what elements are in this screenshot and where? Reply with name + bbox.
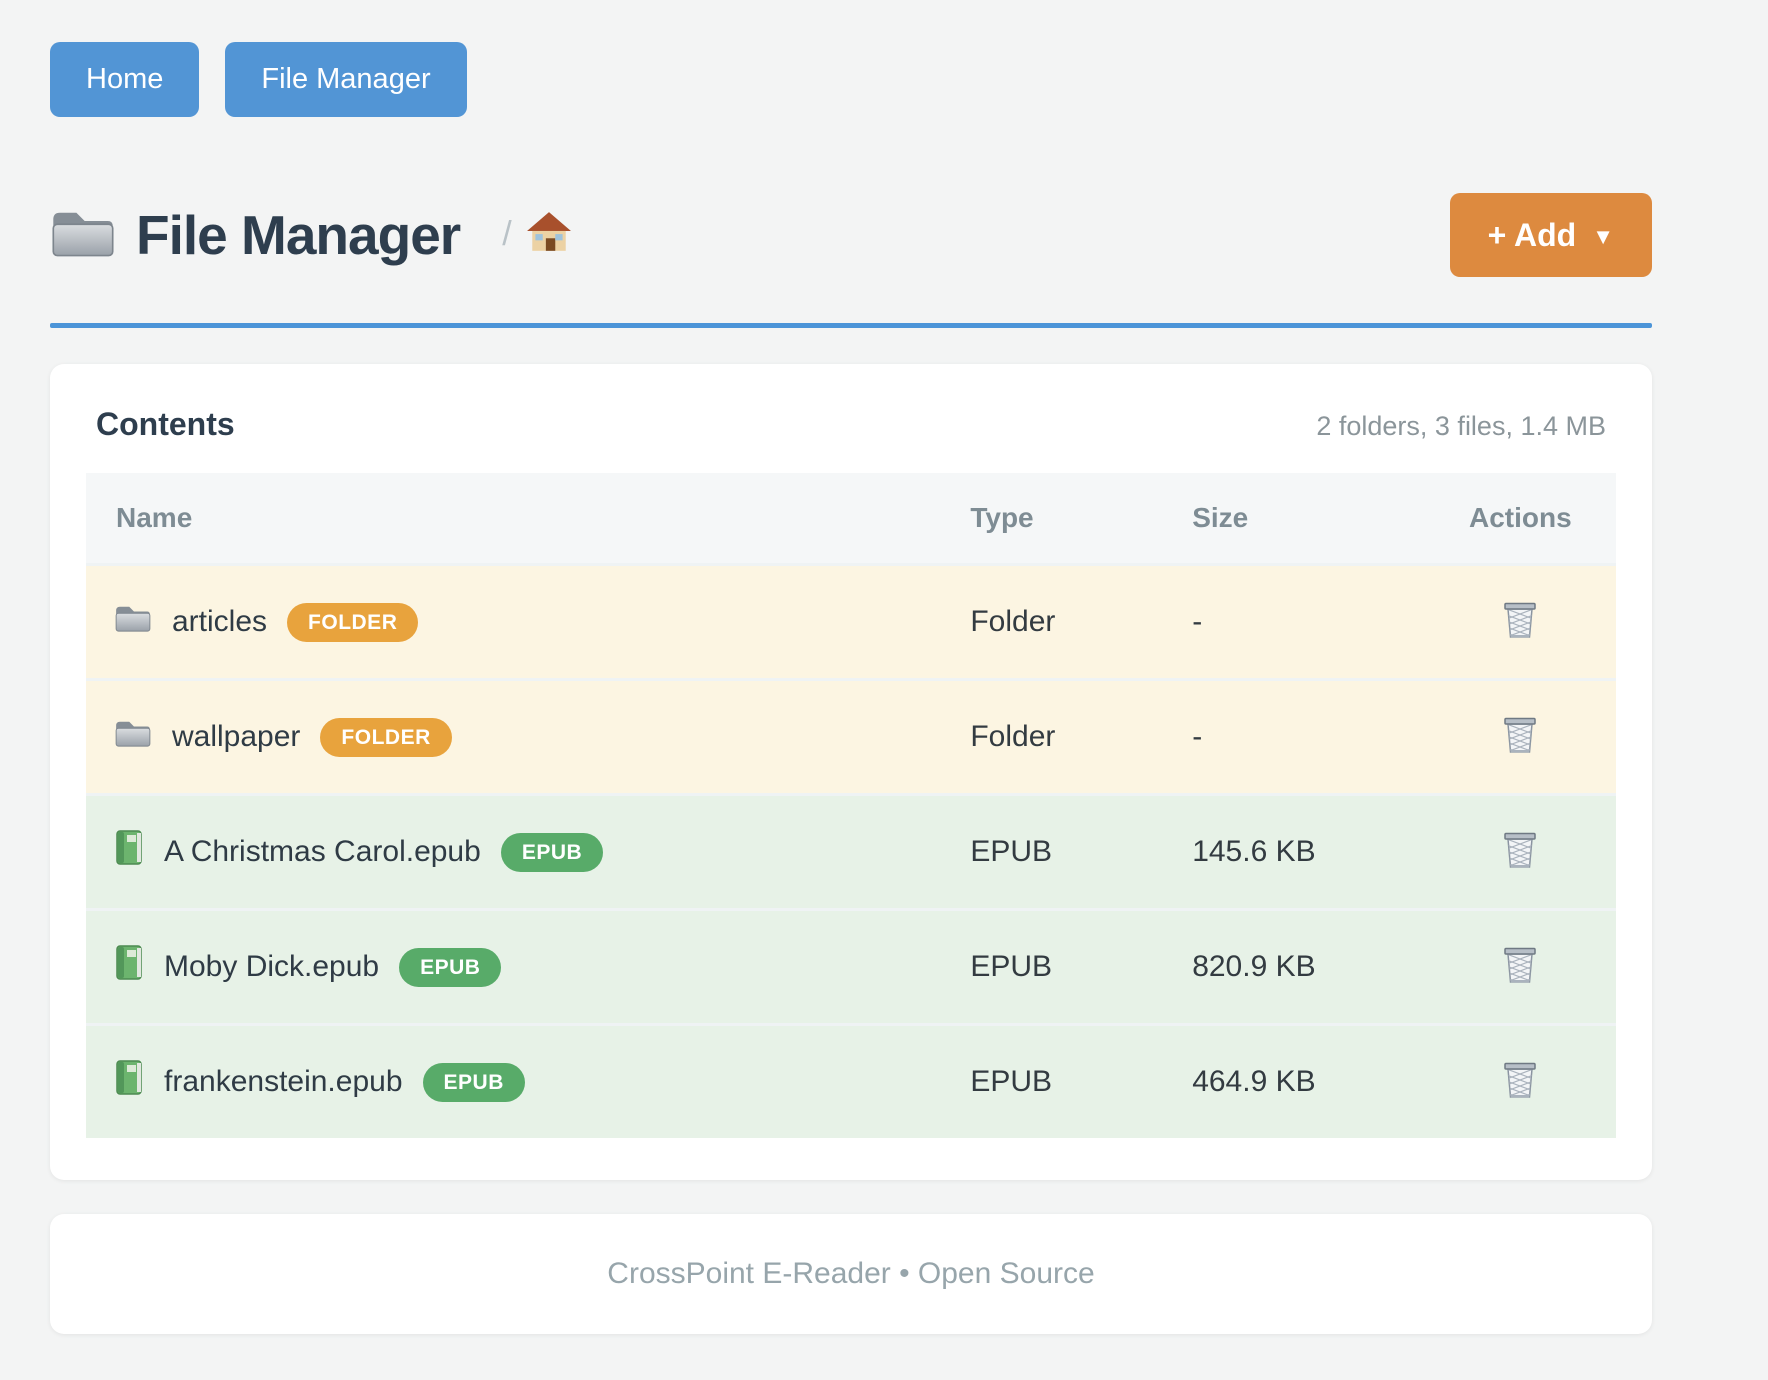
contents-card-header: Contents 2 folders, 3 files, 1.4 MB [96,406,1606,443]
breadcrumb-separator: / [502,214,512,253]
delete-button[interactable] [1498,941,1542,992]
trash-icon [1502,858,1538,873]
table-header-row: Name Type Size Actions [86,473,1616,565]
folder-icon [114,718,152,756]
add-button-label: + Add [1487,216,1577,253]
file-name[interactable]: articles [172,605,268,638]
file-type: EPUB [970,1065,1053,1098]
contents-card: Contents 2 folders, 3 files, 1.4 MB Name… [50,364,1652,1180]
delete-button[interactable] [1498,596,1542,647]
folder-icon [114,603,152,641]
contents-title: Contents [96,406,235,442]
contents-summary: 2 folders, 3 files, 1.4 MB [1316,411,1606,441]
book-icon [114,945,144,989]
table-row: frankenstein.epub EPUB EPUB 464.9 KB [86,1024,1616,1138]
footer: CrossPoint E-Reader • Open Source [50,1214,1652,1334]
header-divider [50,323,1652,328]
page: Home File Manager File Manager / + Add ▼… [50,42,1652,1334]
file-name[interactable]: Moby Dick.epub [164,950,380,983]
add-button[interactable]: + Add ▼ [1449,193,1652,277]
folder-icon [50,206,116,264]
file-type: EPUB [970,835,1053,868]
file-size: - [1192,605,1203,638]
type-badge: EPUB [500,832,604,872]
file-name[interactable]: A Christmas Carol.epub [164,835,481,868]
file-size: 820.9 KB [1192,950,1316,983]
file-name[interactable]: wallpaper [172,720,301,753]
delete-button[interactable] [1498,826,1542,877]
trash-icon [1502,628,1538,643]
book-icon [114,830,144,874]
type-badge: EPUB [422,1062,525,1102]
file-type: Folder [970,605,1056,638]
page-title: File Manager [136,204,461,266]
chevron-down-icon: ▼ [1592,224,1614,249]
table-row: articles FOLDER Folder - [86,564,1616,680]
file-size: 464.9 KB [1192,1065,1316,1098]
footer-text: CrossPoint E-Reader • Open Source [607,1257,1095,1290]
delete-button[interactable] [1498,1056,1542,1107]
trash-icon [1502,743,1538,758]
nav-button-file-manager[interactable]: File Manager [225,42,467,117]
column-header-actions: Actions [1424,473,1616,565]
delete-button[interactable] [1498,711,1542,762]
trash-icon [1502,1088,1538,1103]
type-badge: FOLDER [320,717,452,757]
file-size: 145.6 KB [1192,835,1316,868]
title-group: File Manager / [50,203,572,267]
file-size: - [1192,720,1203,753]
book-icon [114,1060,144,1104]
column-header-size: Size [1192,473,1425,565]
top-nav: Home File Manager [50,42,1652,117]
table-row: Moby Dick.epub EPUB EPUB 820.9 KB [86,909,1616,1025]
type-badge: FOLDER [287,602,419,642]
table-row: wallpaper FOLDER Folder - [86,679,1616,795]
file-name[interactable]: frankenstein.epub [164,1065,403,1098]
files-table: Name Type Size Actions articles FOLDER F… [86,473,1616,1138]
home-icon[interactable] [526,211,572,258]
nav-button-home[interactable]: Home [50,42,200,117]
table-row: A Christmas Carol.epub EPUB EPUB 145.6 K… [86,794,1616,910]
file-type: EPUB [970,950,1053,983]
type-badge: EPUB [399,947,502,987]
column-header-type: Type [970,473,1193,565]
page-header: File Manager / + Add ▼ [50,193,1652,277]
file-type: Folder [970,720,1056,753]
trash-icon [1502,973,1538,988]
breadcrumb: / [502,211,571,260]
column-header-name: Name [86,473,971,565]
